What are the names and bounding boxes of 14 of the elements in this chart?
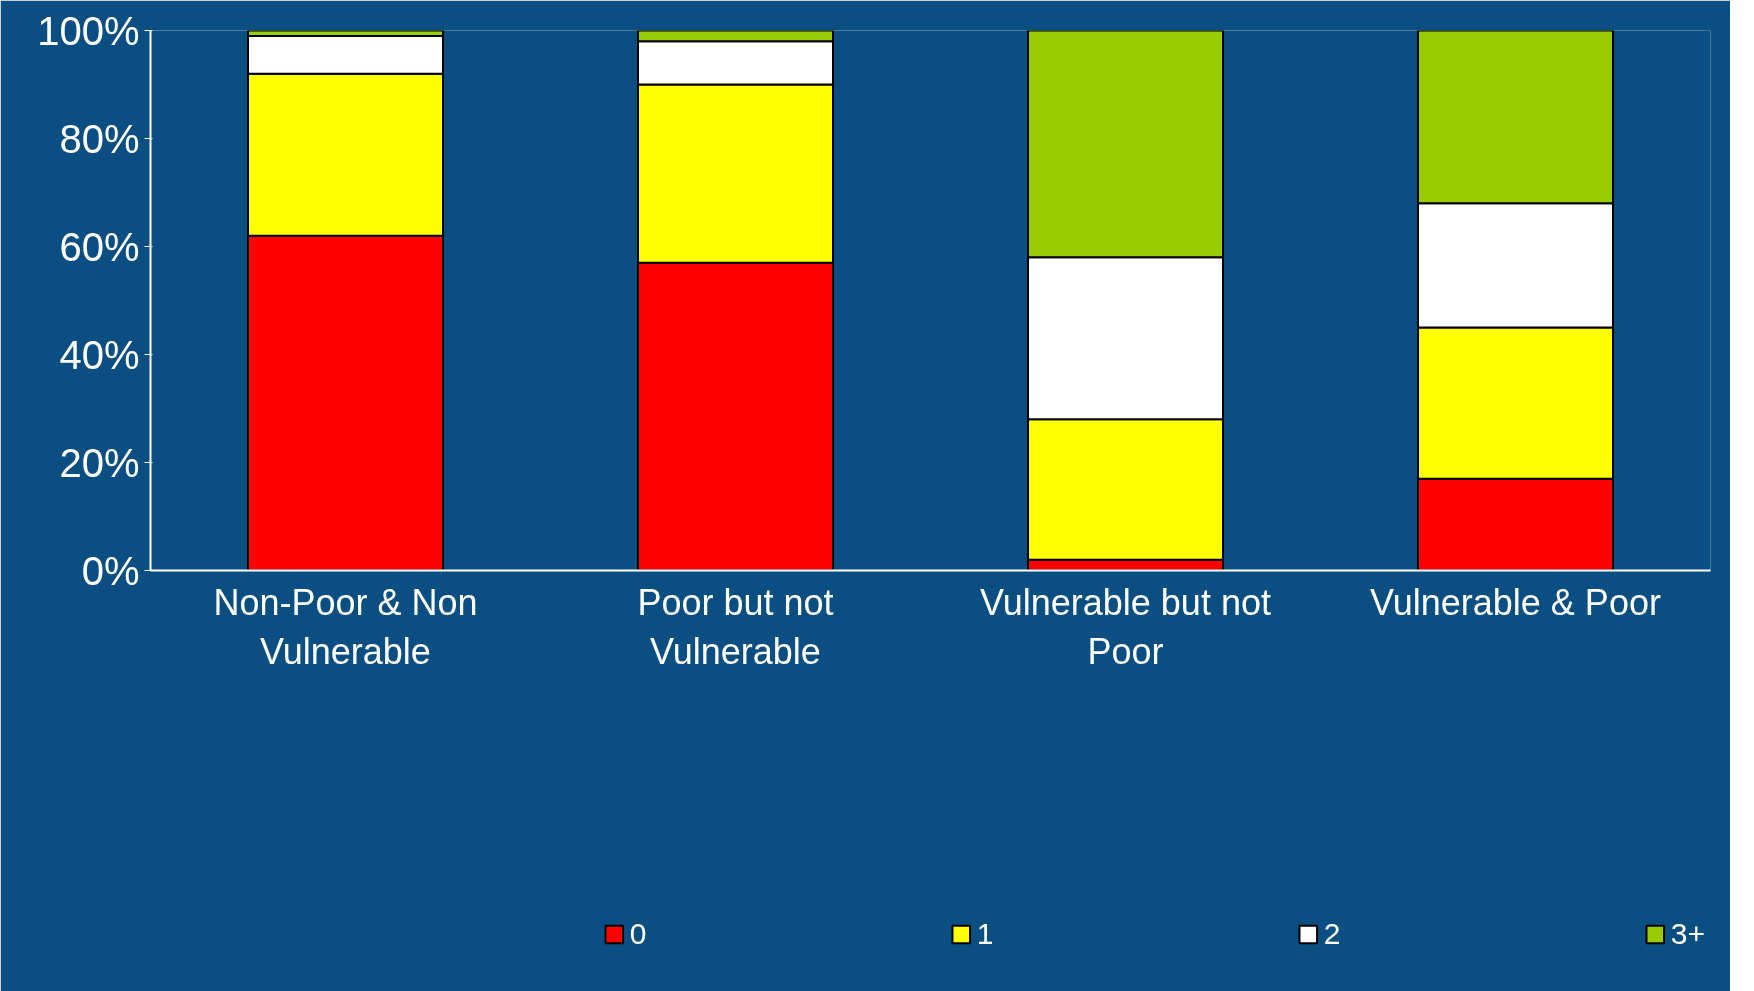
y-tick-label: 100%: [37, 8, 140, 53]
x-tick-label: Non-Poor & Non Vulnerable: [213, 581, 478, 672]
x-tick-label: Poor but not Vulnerable: [637, 581, 834, 672]
y-tick-label: 0%: [81, 548, 140, 593]
x-tick-label: Vulnerable & Poor: [1370, 581, 1661, 623]
legend-label: 2: [1323, 917, 1342, 951]
legend-label: 0: [629, 917, 648, 951]
y-tick-label: 80%: [59, 116, 140, 161]
y-tick-label: 60%: [59, 224, 140, 269]
y-tick-label: 20%: [59, 440, 140, 485]
y-tick-label: 40%: [59, 332, 140, 377]
legend-label: 3+: [1670, 917, 1705, 951]
x-tick-label: Vulnerable but not Poor: [980, 581, 1271, 672]
legend-label: 1: [976, 917, 995, 951]
